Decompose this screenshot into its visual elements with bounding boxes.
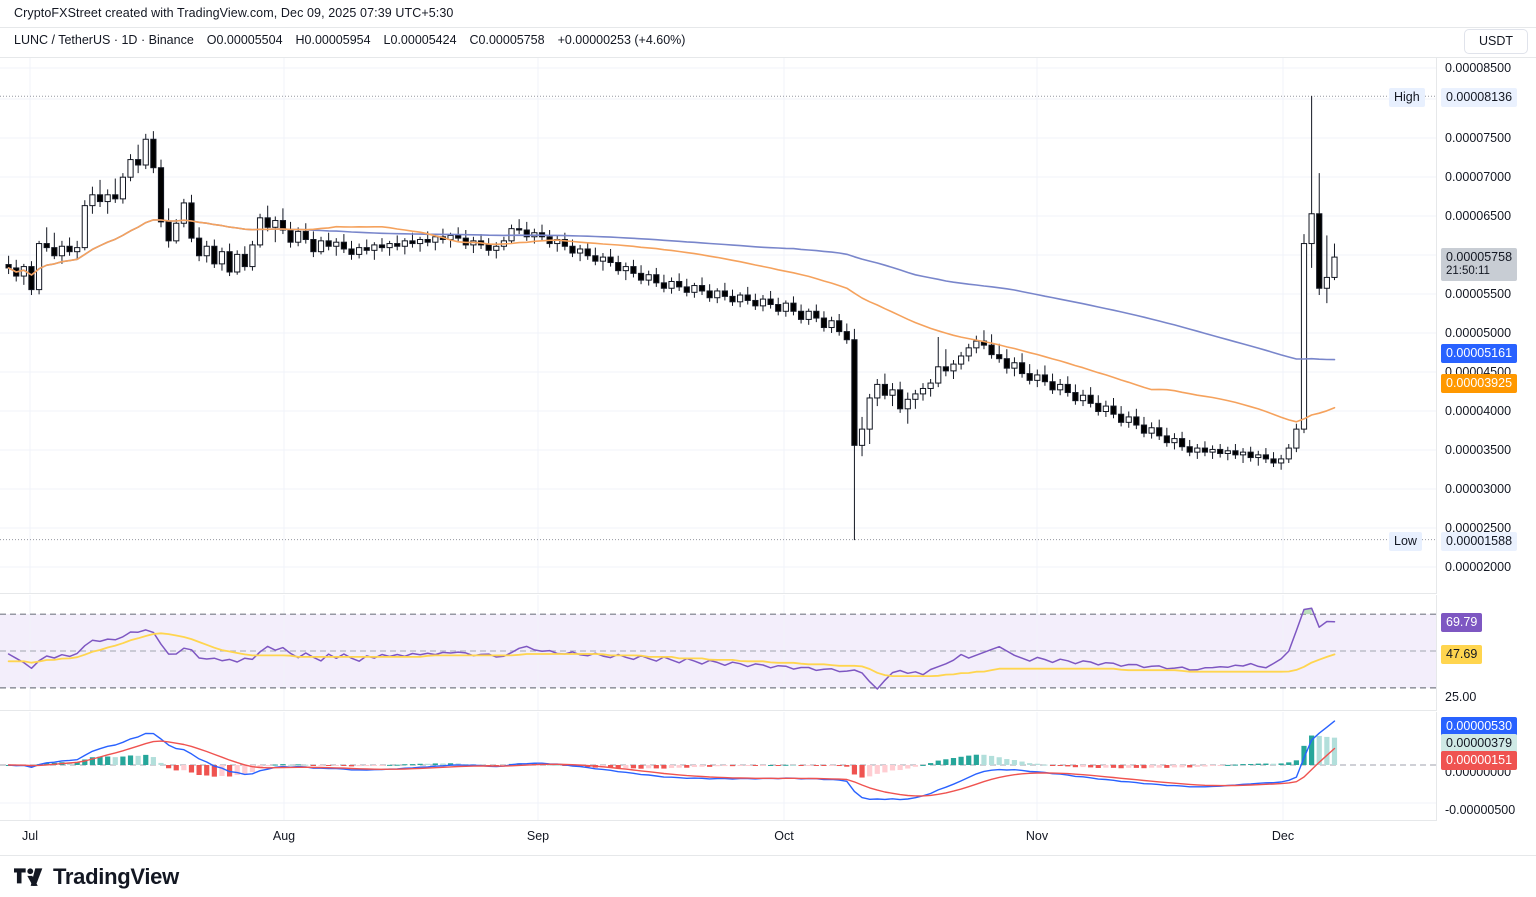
price-tick-4: 0.00006500 — [1445, 209, 1512, 223]
price-scale[interactable]: 0.000085000.000080000.000075000.00007000… — [1389, 58, 1536, 652]
currency-badge: USDT — [1463, 29, 1528, 54]
tradingview-wordmark: TradingView — [53, 864, 179, 889]
price-tick-6: 0.00005500 — [1445, 287, 1512, 301]
price-tick-11: 0.00003000 — [1445, 482, 1512, 496]
price-tick-13: 0.00002000 — [1445, 560, 1512, 574]
time-axis-divider — [0, 855, 1536, 856]
rsi-svg — [0, 595, 1437, 710]
current-price-tag: 0.00005758 21:50:11 — [1441, 248, 1518, 282]
time-axis[interactable]: Jul Aug Sep Oct Nov Dec — [0, 820, 1437, 857]
tradingview-branding: TradingView — [14, 858, 179, 896]
price-tick-10: 0.00003500 — [1445, 443, 1512, 457]
attribution-text: CryptoFXStreet created with TradingView.… — [14, 6, 454, 20]
legend-separator-1: · — [113, 33, 118, 47]
low-marker-label: Low — [1389, 531, 1422, 551]
time-label-oct: Oct — [774, 829, 794, 843]
header-divider — [0, 27, 1536, 28]
time-label-sep: Sep — [526, 829, 550, 843]
macd-tick-1: -0.00000500 — [1445, 803, 1516, 817]
ma-fast-price-tag: 0.00003925 — [1441, 374, 1518, 393]
macd-pane[interactable] — [0, 712, 1437, 820]
macd-hist-value-tag: 0.00000379 — [1441, 734, 1518, 753]
legend-low: L0.00005424 — [383, 33, 457, 47]
time-label-dec: Dec — [1271, 829, 1295, 843]
price-chart-svg — [0, 58, 1437, 593]
legend-change: +0.00000253 (+4.60%) — [557, 33, 686, 47]
rsi-value-tag: 69.79 — [1441, 612, 1483, 632]
legend-interval[interactable]: 1D — [121, 33, 138, 47]
macd-value-tag: 0.00000530 — [1441, 717, 1518, 736]
legend-high: H0.00005954 — [295, 33, 371, 47]
low-marker-value: 0.00001588 — [1441, 531, 1518, 551]
legend-divider — [0, 57, 1536, 58]
pane-divider-2 — [0, 710, 1437, 711]
ma-slow-price-tag: 0.00005161 — [1441, 344, 1518, 363]
current-price-value: 0.00005758 — [1446, 250, 1513, 265]
legend-exchange[interactable]: Binance — [148, 33, 194, 47]
legend-separator-2: · — [140, 33, 146, 47]
time-label-jul: Jul — [22, 829, 38, 843]
price-tick-2: 0.00007500 — [1445, 131, 1512, 145]
bar-countdown: 21:50:11 — [1446, 265, 1490, 278]
price-tick-9: 0.00004000 — [1445, 404, 1512, 418]
price-tick-3: 0.00007000 — [1445, 170, 1512, 184]
macd-signal-value-tag: 0.00000151 — [1441, 751, 1518, 770]
rsi-pane[interactable] — [0, 595, 1437, 710]
high-marker-value: 0.00008136 — [1441, 88, 1518, 108]
high-marker-label: High — [1389, 88, 1425, 108]
price-chart-pane[interactable] — [0, 58, 1437, 593]
price-tick-7: 0.00005000 — [1445, 326, 1512, 340]
macd-scale[interactable]: 0.00000000 -0.00000500 0.00000530 0.0000037… — [1436, 712, 1536, 820]
rsi-tick-1: 25.00 — [1445, 690, 1477, 704]
time-label-nov: Nov — [1025, 829, 1049, 843]
pane-divider-1 — [0, 593, 1437, 594]
macd-svg — [0, 712, 1437, 820]
price-tick-12: 0.00002500 — [1445, 521, 1512, 535]
time-label-aug: Aug — [272, 829, 296, 843]
legend-close: C0.00005758 — [469, 33, 545, 47]
tradingview-logo-icon — [14, 867, 43, 886]
chart-legend[interactable]: LUNC / TetherUS · 1D · Binance O0.000055… — [14, 33, 685, 47]
legend-open: O0.00005504 — [206, 33, 283, 47]
rsi-ma-value-tag: 47.69 — [1441, 645, 1483, 665]
price-tick-0: 0.00008500 — [1445, 61, 1512, 75]
legend-symbol[interactable]: LUNC / TetherUS — [14, 33, 111, 47]
